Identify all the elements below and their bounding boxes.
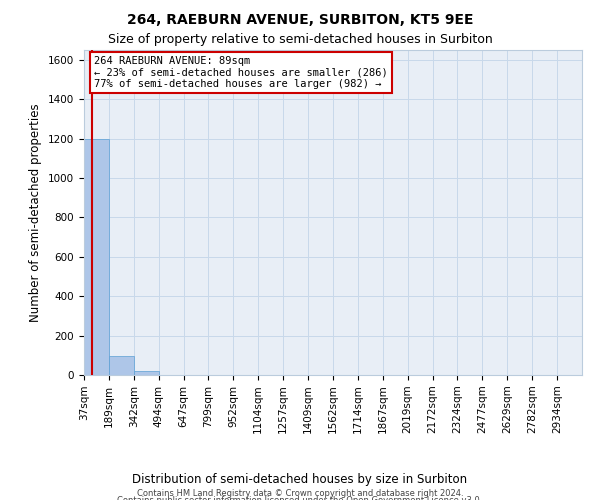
Text: 264 RAEBURN AVENUE: 89sqm
← 23% of semi-detached houses are smaller (286)
77% of: 264 RAEBURN AVENUE: 89sqm ← 23% of semi-… bbox=[94, 56, 388, 89]
Y-axis label: Number of semi-detached properties: Number of semi-detached properties bbox=[29, 103, 43, 322]
Text: Size of property relative to semi-detached houses in Surbiton: Size of property relative to semi-detach… bbox=[107, 32, 493, 46]
Bar bbox=[134, 372, 158, 375]
Bar bbox=[84, 138, 109, 375]
Bar bbox=[109, 356, 134, 375]
Text: Contains public sector information licensed under the Open Government Licence v3: Contains public sector information licen… bbox=[118, 496, 482, 500]
Text: Contains HM Land Registry data © Crown copyright and database right 2024.: Contains HM Land Registry data © Crown c… bbox=[137, 489, 463, 498]
Text: 264, RAEBURN AVENUE, SURBITON, KT5 9EE: 264, RAEBURN AVENUE, SURBITON, KT5 9EE bbox=[127, 12, 473, 26]
Text: Distribution of semi-detached houses by size in Surbiton: Distribution of semi-detached houses by … bbox=[133, 472, 467, 486]
